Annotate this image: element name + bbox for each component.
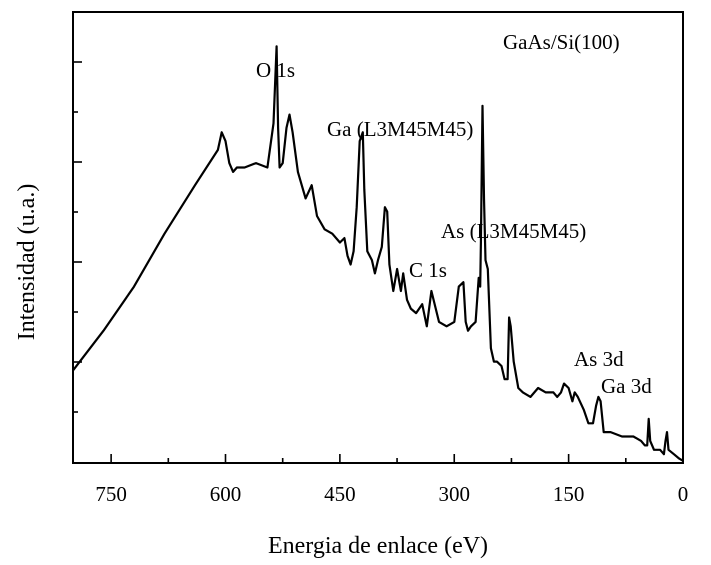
y-axis-title: Intensidad (u.a.) xyxy=(14,184,40,341)
peak-label-as-auger: As (L3M45M45) xyxy=(441,219,586,243)
x-axis-title: Energia de enlace (eV) xyxy=(268,533,488,559)
spectrum-line xyxy=(72,45,684,462)
x-tick-label: 0 xyxy=(678,482,689,506)
peak-label-ga-3d: Ga 3d xyxy=(601,374,652,398)
x-tick-label: 750 xyxy=(95,482,127,506)
axis-ticks xyxy=(73,61,684,464)
x-tick-label: 600 xyxy=(210,482,242,506)
peak-label-ga-auger: Ga (L3M45M45) xyxy=(327,117,473,141)
plot-frame xyxy=(72,11,684,464)
x-tick-label: 300 xyxy=(439,482,471,506)
peak-label-c-1s: C 1s xyxy=(409,258,447,282)
sample-label: GaAs/Si(100) xyxy=(503,30,620,54)
x-tick-label: 450 xyxy=(324,482,356,506)
x-tick-label: 150 xyxy=(553,482,585,506)
peak-label-o-1s: O 1s xyxy=(256,58,295,82)
x-tick-labels: 750 600 450 300 150 0 xyxy=(95,482,688,506)
peak-label-as-3d: As 3d xyxy=(574,347,624,371)
